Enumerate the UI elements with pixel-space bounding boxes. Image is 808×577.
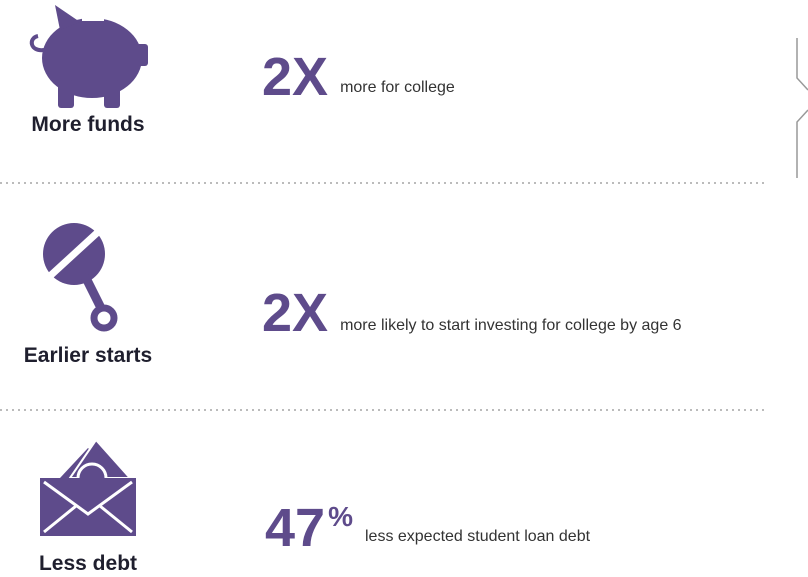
row-label: More funds: [31, 113, 144, 136]
stat: 47: [265, 498, 325, 558]
stat-description: more for college: [340, 79, 455, 96]
stat: 2X: [262, 283, 328, 343]
stat: 2X: [262, 47, 328, 107]
stat-unit: %: [328, 501, 353, 532]
row-label: Less debt: [39, 552, 137, 575]
piggy-icon: [29, 5, 148, 108]
stat-description: more likely to start investing for colle…: [340, 317, 682, 334]
row-label: Earlier starts: [24, 344, 152, 367]
stat-description: less expected student loan debt: [365, 528, 591, 545]
envelope-icon: [40, 438, 136, 536]
rattle-icon: [43, 223, 118, 332]
side-bracket: [796, 38, 808, 178]
